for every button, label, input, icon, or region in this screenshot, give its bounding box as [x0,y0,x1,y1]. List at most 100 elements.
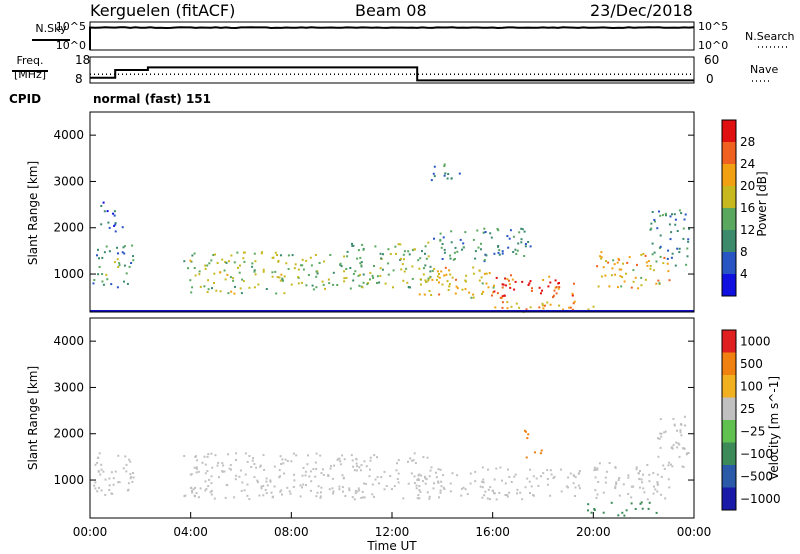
power-cell [666,262,669,265]
power-cell [232,279,235,282]
power-cell [600,251,603,254]
velocity-cell [221,470,224,473]
power-cell [678,247,681,250]
velocity-cell [617,479,620,481]
velocity-cell [385,485,388,487]
velocity-cell [635,466,638,469]
velocity-cell [192,488,195,491]
power-cell [484,231,487,233]
velocity-cell [493,492,496,495]
power-cell [630,286,633,289]
velocity-cell [449,482,452,485]
velocity-cell [577,484,580,487]
power-cell [529,306,532,309]
power-cell [206,291,209,294]
power-cell [443,248,446,251]
power-cell [291,254,294,257]
velocity-colorbar-swatch [722,442,736,465]
velocity-cell [534,451,536,454]
power-cell [444,172,447,175]
velocity-cell [460,487,463,490]
power-cell [680,212,683,215]
power-cell [278,276,281,279]
velocity-cell [671,447,674,450]
power-cell [548,275,551,278]
power-cell [501,306,504,309]
velocity-cell [183,495,186,498]
velocity-cell [638,477,641,480]
velocity-cell [368,475,371,478]
velocity-cell [656,482,659,485]
power-cell [441,283,444,286]
power-cell [227,292,230,295]
velocity-colorbar-tick-label: −500 [740,469,773,483]
power-cell [514,248,517,251]
velocity-cell [489,498,491,501]
velocity-cell [356,490,359,493]
power-cell [462,242,465,245]
velocity-cell [414,462,417,465]
velocity-cell [348,487,351,490]
power-colorbar-tick-label: 24 [740,157,755,171]
power-cell [423,293,426,296]
power-cell [596,265,599,268]
power-cell [587,308,590,311]
power-cell [301,258,304,261]
power-cell [191,286,194,289]
velocity-cell [487,468,489,471]
power-cell [423,267,425,270]
power-cell [230,254,233,257]
power-cell [403,250,406,253]
power-cell [272,256,275,259]
velocity-cell [306,463,309,466]
power-cell [652,269,655,272]
velocity-cell [659,432,662,435]
velocity-cell [466,493,469,496]
velocity-cell [594,489,597,492]
power-cell [512,235,515,238]
power-cell [411,265,414,268]
power-cell [455,285,458,288]
velocity-cell [104,493,107,496]
velocity-cell [530,485,533,488]
power-cell [600,275,603,278]
power-cell [371,274,374,277]
power-cell [653,251,656,254]
power-cell [281,278,284,281]
power-cell [106,210,109,213]
power-cell [121,251,124,254]
power-cell [130,262,133,264]
velocity-cell [604,476,607,479]
velocity-cell [417,478,420,480]
power-cell [446,280,449,283]
power-cell [459,238,462,241]
velocity-cell [630,485,633,488]
velocity-cell [464,488,467,491]
power-cell [619,275,622,278]
power-cell [495,276,498,279]
velocity-cell [417,479,420,482]
velocity-cell [108,489,111,491]
power-cell [557,287,560,290]
velocity-cell [481,496,484,499]
velocity-colorbar-swatch [722,487,736,510]
power-cell [669,238,672,241]
power-cell [525,308,528,311]
power-y-ticks: 1000 2000 3000 4000 [53,128,694,281]
velocity-cell [643,491,646,494]
velocity-cell [126,489,129,492]
power-y-tick-label: 1000 [53,267,84,281]
freq-series-line [90,66,694,82]
velocity-cell [191,489,193,492]
power-cell [499,296,502,299]
power-cell [421,250,423,253]
power-cell [367,282,369,284]
power-cell [219,290,222,293]
velocity-cell [442,474,445,477]
power-cell [686,247,689,250]
power-cell [198,273,201,276]
velocity-cell [499,466,502,469]
velocity-cell [351,496,354,499]
velocity-cell [435,471,437,474]
